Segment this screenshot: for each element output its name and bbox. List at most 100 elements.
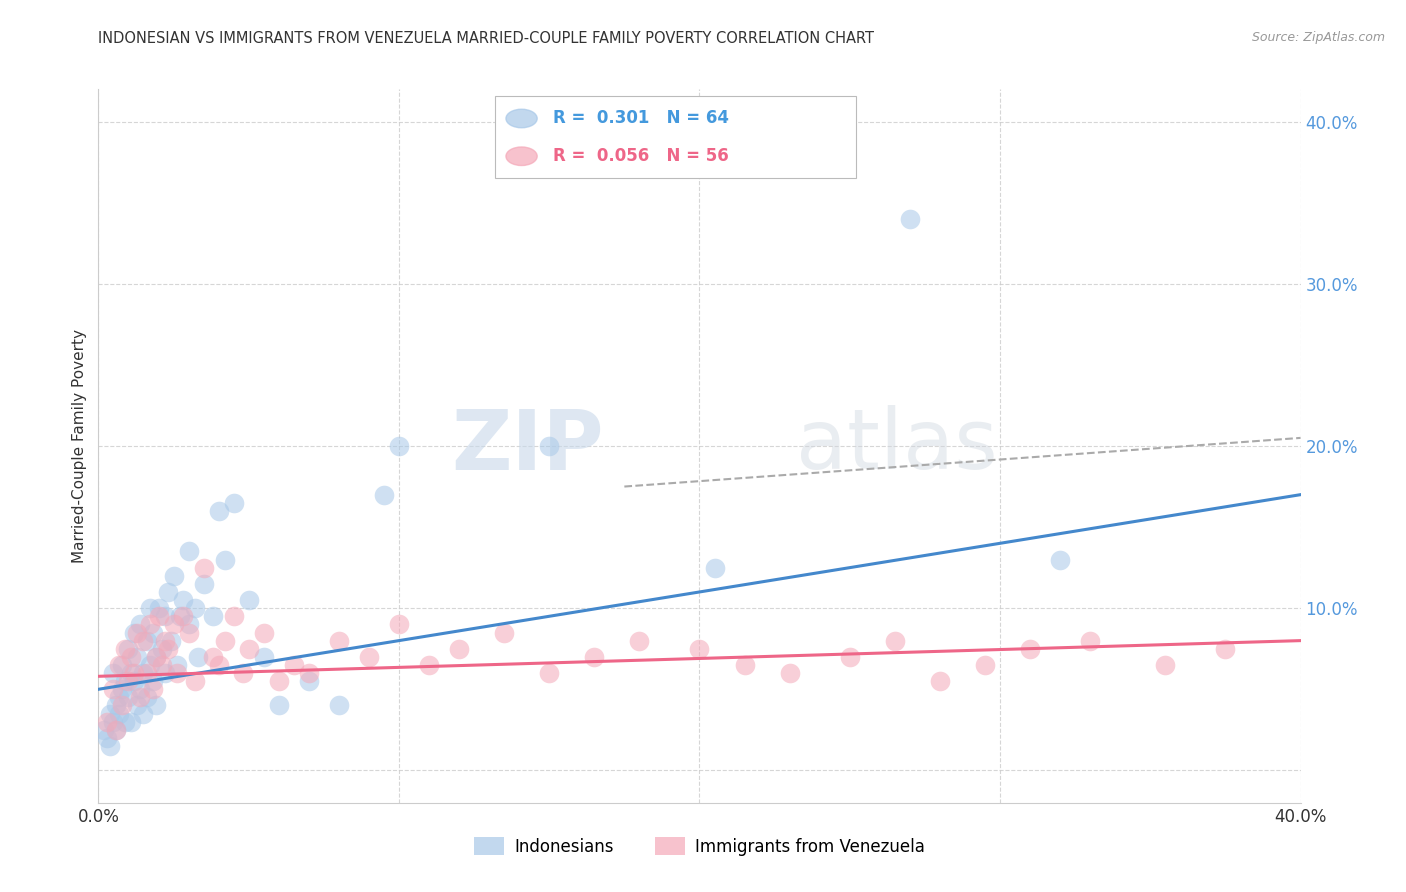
Point: [177, 544, 200, 558]
Point: [121, 649, 143, 664]
Point: [114, 714, 136, 729]
Point: [172, 609, 194, 624]
Point: [214, 552, 236, 566]
Point: [214, 633, 236, 648]
Point: [388, 617, 411, 632]
Point: [100, 739, 122, 753]
Legend: Indonesians, Immigrants from Venezuela: Indonesians, Immigrants from Venezuela: [467, 830, 932, 863]
Point: [93, 723, 115, 737]
Point: [132, 666, 155, 681]
Point: [1154, 657, 1177, 672]
Point: [135, 666, 157, 681]
Point: [628, 633, 651, 648]
Point: [162, 568, 184, 582]
Point: [150, 641, 173, 656]
Circle shape: [506, 147, 537, 166]
Point: [127, 649, 149, 664]
Point: [494, 625, 516, 640]
Point: [145, 649, 167, 664]
Point: [172, 593, 194, 607]
Point: [129, 617, 152, 632]
Text: ZIP: ZIP: [451, 406, 603, 486]
Point: [153, 633, 176, 648]
Point: [121, 714, 143, 729]
Point: [253, 649, 276, 664]
Point: [298, 666, 321, 681]
Point: [1049, 552, 1071, 566]
Text: R =  0.056   N = 56: R = 0.056 N = 56: [553, 147, 728, 165]
Point: [132, 633, 155, 648]
Point: [201, 649, 224, 664]
Point: [121, 666, 143, 681]
Point: [159, 633, 181, 648]
Point: [222, 609, 245, 624]
Point: [108, 706, 131, 721]
Point: [183, 674, 205, 689]
Point: [1078, 633, 1101, 648]
Point: [129, 682, 152, 697]
Point: [153, 609, 176, 624]
Point: [177, 625, 200, 640]
Point: [135, 690, 157, 705]
FancyBboxPatch shape: [495, 96, 856, 178]
Text: Source: ZipAtlas.com: Source: ZipAtlas.com: [1251, 31, 1385, 45]
Point: [148, 609, 170, 624]
Point: [208, 504, 231, 518]
Point: [150, 657, 173, 672]
Point: [838, 649, 860, 664]
Point: [703, 560, 725, 574]
Point: [538, 439, 561, 453]
Point: [447, 641, 470, 656]
Point: [929, 674, 952, 689]
Point: [145, 649, 167, 664]
Point: [187, 649, 209, 664]
Point: [156, 641, 179, 656]
Point: [100, 706, 122, 721]
Point: [124, 625, 146, 640]
Point: [883, 633, 905, 648]
Point: [127, 625, 149, 640]
Point: [148, 601, 170, 615]
Point: [373, 488, 395, 502]
Point: [689, 641, 711, 656]
Point: [145, 698, 167, 713]
Point: [779, 666, 801, 681]
Point: [166, 666, 188, 681]
Point: [267, 674, 290, 689]
Point: [974, 657, 997, 672]
Point: [222, 496, 245, 510]
Point: [96, 731, 118, 745]
Point: [111, 682, 134, 697]
Point: [124, 674, 146, 689]
Point: [162, 617, 184, 632]
Point: [183, 601, 205, 615]
Point: [232, 666, 254, 681]
Point: [583, 649, 606, 664]
Point: [117, 674, 139, 689]
Point: [111, 698, 134, 713]
Point: [153, 666, 176, 681]
Point: [193, 577, 215, 591]
Point: [108, 657, 131, 672]
Y-axis label: Married-Couple Family Poverty: Married-Couple Family Poverty: [72, 329, 87, 563]
Point: [105, 723, 128, 737]
Point: [96, 714, 118, 729]
Point: [138, 617, 160, 632]
Point: [105, 723, 128, 737]
Text: atlas: atlas: [796, 406, 997, 486]
Point: [201, 609, 224, 624]
Point: [103, 682, 125, 697]
Point: [117, 690, 139, 705]
Point: [141, 682, 163, 697]
Point: [267, 698, 290, 713]
Point: [898, 211, 921, 226]
Point: [135, 633, 157, 648]
Point: [388, 439, 411, 453]
Text: INDONESIAN VS IMMIGRANTS FROM VENEZUELA MARRIED-COUPLE FAMILY POVERTY CORRELATIO: INDONESIAN VS IMMIGRANTS FROM VENEZUELA …: [98, 31, 875, 46]
Point: [298, 674, 321, 689]
Point: [141, 625, 163, 640]
Point: [208, 657, 231, 672]
Point: [193, 560, 215, 574]
Point: [156, 585, 179, 599]
Point: [166, 657, 188, 672]
